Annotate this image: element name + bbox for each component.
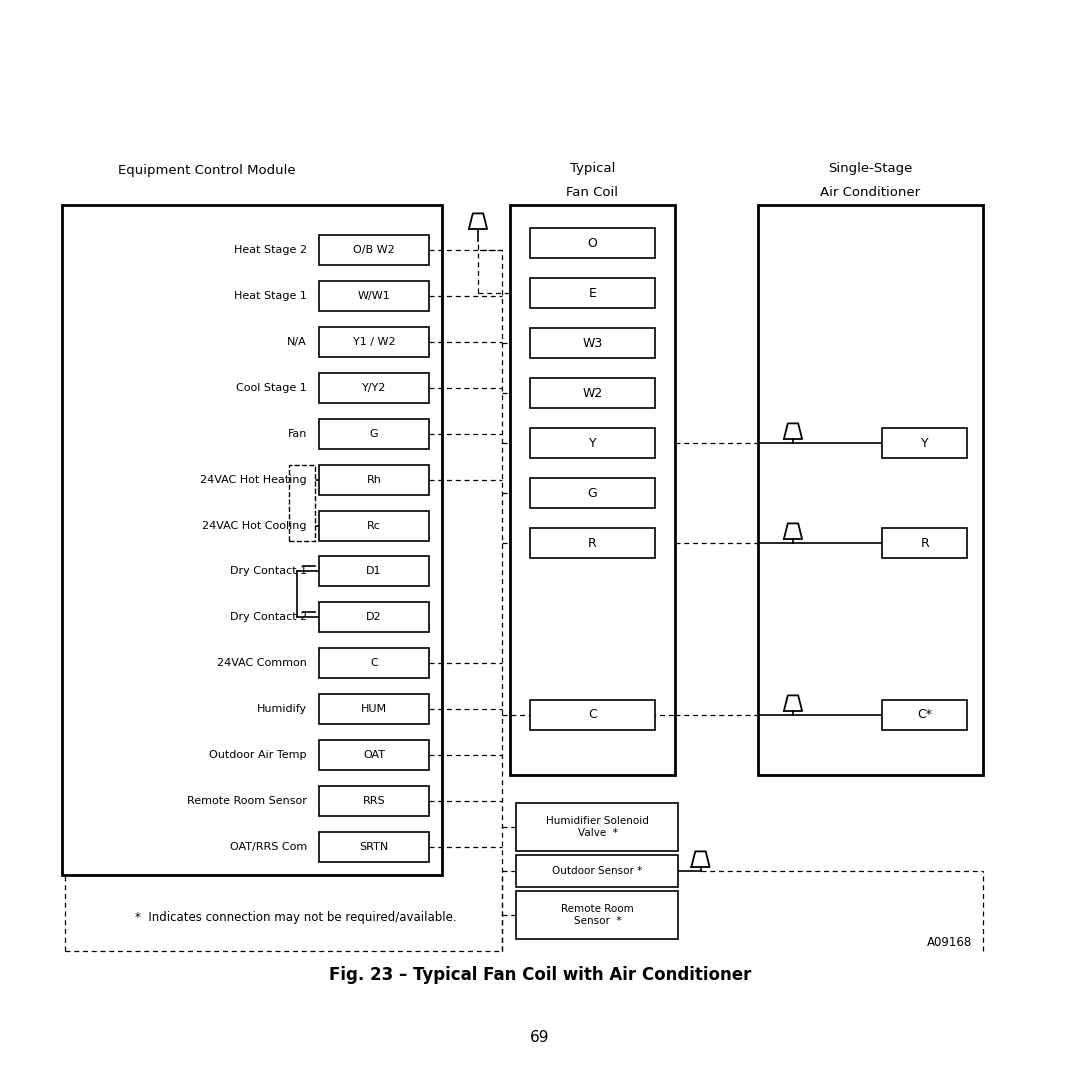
- Text: Y: Y: [921, 436, 929, 449]
- Bar: [319, 235, 429, 265]
- Text: 24VAC Hot Cooling: 24VAC Hot Cooling: [202, 521, 307, 530]
- Bar: [319, 464, 429, 495]
- Text: D2: D2: [366, 612, 382, 622]
- Text: Air Conditioner: Air Conditioner: [821, 186, 920, 199]
- Text: Y: Y: [589, 436, 596, 449]
- Text: Heat Stage 1: Heat Stage 1: [234, 291, 307, 301]
- Bar: [530, 328, 654, 357]
- Text: N/A: N/A: [287, 337, 307, 347]
- Text: HUM: HUM: [361, 704, 387, 714]
- Text: 24VAC Hot Heating: 24VAC Hot Heating: [201, 474, 307, 485]
- Bar: [882, 428, 968, 458]
- Text: SRTN: SRTN: [360, 842, 389, 852]
- Bar: [516, 891, 678, 939]
- Bar: [530, 478, 654, 508]
- Text: Y/Y2: Y/Y2: [362, 382, 387, 393]
- Text: O/B W2: O/B W2: [353, 245, 395, 255]
- Bar: [882, 700, 968, 730]
- Text: E: E: [589, 286, 596, 299]
- Text: RRS: RRS: [363, 796, 386, 806]
- Bar: [510, 205, 675, 775]
- Bar: [530, 700, 654, 730]
- Text: Dry Contact 1: Dry Contact 1: [230, 567, 307, 577]
- Bar: [882, 528, 968, 558]
- Bar: [319, 281, 429, 311]
- Bar: [516, 804, 678, 851]
- Text: W3: W3: [582, 337, 603, 350]
- Bar: [530, 278, 654, 308]
- Bar: [319, 419, 429, 448]
- Bar: [319, 740, 429, 770]
- Bar: [758, 205, 983, 775]
- Bar: [319, 786, 429, 816]
- Text: Heat Stage 2: Heat Stage 2: [234, 245, 307, 255]
- Text: G: G: [369, 429, 378, 438]
- Text: Outdoor Sensor *: Outdoor Sensor *: [552, 866, 643, 876]
- Text: Cool Stage 1: Cool Stage 1: [237, 382, 307, 393]
- Text: Remote Room
Sensor  *: Remote Room Sensor *: [562, 904, 634, 926]
- Bar: [319, 511, 429, 540]
- Text: OAT: OAT: [363, 751, 384, 760]
- Text: *  Indicates connection may not be required/available.: * Indicates connection may not be requir…: [135, 912, 457, 924]
- Bar: [319, 373, 429, 403]
- Bar: [319, 556, 429, 586]
- Text: Fig. 23 – Typical Fan Coil with Air Conditioner: Fig. 23 – Typical Fan Coil with Air Cond…: [328, 966, 752, 984]
- Text: C: C: [370, 659, 378, 669]
- Bar: [319, 603, 429, 633]
- Bar: [319, 648, 429, 678]
- Text: Outdoor Air Temp: Outdoor Air Temp: [210, 751, 307, 760]
- Bar: [530, 378, 654, 408]
- Text: 24VAC Common: 24VAC Common: [217, 659, 307, 669]
- Text: G: G: [588, 486, 597, 500]
- Bar: [530, 428, 654, 458]
- Text: Humidify: Humidify: [257, 704, 307, 714]
- Text: C: C: [589, 708, 597, 721]
- Bar: [319, 327, 429, 356]
- Text: Rc: Rc: [367, 521, 381, 530]
- Text: W/W1: W/W1: [357, 291, 390, 301]
- Text: Humidifier Solenoid
Valve  *: Humidifier Solenoid Valve *: [546, 816, 649, 838]
- Text: Y1 / W2: Y1 / W2: [353, 337, 395, 347]
- Bar: [319, 832, 429, 862]
- Text: R: R: [589, 537, 597, 550]
- Text: Single-Stage: Single-Stage: [828, 162, 913, 175]
- Text: O: O: [588, 237, 597, 249]
- Bar: [62, 205, 442, 875]
- Bar: [530, 528, 654, 558]
- Bar: [516, 855, 678, 887]
- Bar: [530, 228, 654, 258]
- Bar: [319, 694, 429, 725]
- Bar: [289, 464, 315, 540]
- Text: R: R: [920, 537, 930, 550]
- Text: Equipment Control Module: Equipment Control Module: [118, 164, 295, 177]
- Text: Dry Contact 2: Dry Contact 2: [230, 612, 307, 622]
- Text: 69: 69: [530, 1030, 550, 1045]
- Text: A09168: A09168: [927, 935, 972, 948]
- Text: W2: W2: [582, 387, 603, 400]
- Text: Typical: Typical: [570, 162, 616, 175]
- Text: D1: D1: [366, 567, 381, 577]
- Text: Fan: Fan: [287, 429, 307, 438]
- Text: OAT/RRS Com: OAT/RRS Com: [230, 842, 307, 852]
- Text: Remote Room Sensor: Remote Room Sensor: [187, 796, 307, 806]
- Text: Rh: Rh: [366, 474, 381, 485]
- Text: Fan Coil: Fan Coil: [567, 186, 619, 199]
- Text: C*: C*: [918, 708, 932, 721]
